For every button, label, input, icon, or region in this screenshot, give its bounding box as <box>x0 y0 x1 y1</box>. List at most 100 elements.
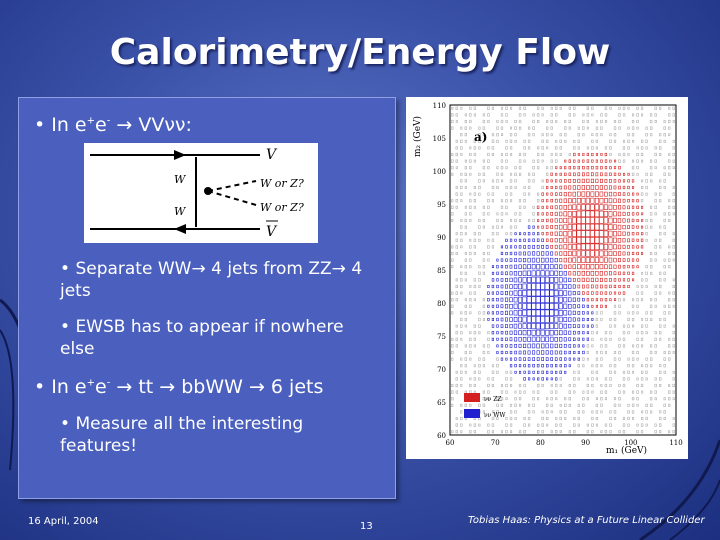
plot-bin <box>451 258 454 262</box>
plot-bin <box>672 120 675 123</box>
plot-bin <box>464 126 468 130</box>
plot-bin <box>631 232 635 236</box>
plot-bin <box>531 289 536 297</box>
plot-bin <box>564 179 567 183</box>
plot-bin <box>523 192 526 196</box>
plot-bin <box>464 258 468 262</box>
plot-bin <box>668 291 671 295</box>
plot-bin <box>636 298 639 302</box>
plot-bin <box>667 397 671 401</box>
plot-bin <box>509 284 513 289</box>
plot-bin <box>609 159 612 163</box>
plot-bin <box>478 370 481 374</box>
plot-bin <box>550 410 553 414</box>
plot-bin <box>546 397 549 401</box>
plot-bin <box>541 212 544 216</box>
plot-bin <box>590 185 595 190</box>
plot-bin <box>464 278 467 282</box>
plot-bin <box>600 291 603 295</box>
plot-bin <box>567 217 572 224</box>
plot-bin <box>609 278 612 282</box>
plot-bin <box>613 397 617 401</box>
plot-bin <box>482 357 486 361</box>
plot-bin <box>622 251 626 256</box>
plot-bin <box>641 252 644 255</box>
plot-bin <box>618 430 621 434</box>
plot-bin <box>509 232 513 236</box>
plot-bin <box>487 318 490 321</box>
plot-bin <box>650 252 653 256</box>
plot-bin <box>455 232 458 236</box>
plot-bin <box>518 323 522 329</box>
plot-bin <box>546 377 549 381</box>
plot-bin <box>645 225 648 229</box>
plot-bin <box>500 126 504 130</box>
plot-bin <box>469 205 472 209</box>
plot-bin <box>469 113 472 117</box>
plot-bin <box>627 212 630 216</box>
plot-bin <box>518 166 522 170</box>
plot-bin <box>532 172 535 176</box>
plot-bin <box>668 357 671 361</box>
plot-bin <box>582 133 585 137</box>
plot-bin <box>505 317 508 322</box>
plot-bin <box>604 284 608 289</box>
plot-bin <box>451 390 454 394</box>
plot-bin <box>627 278 630 282</box>
plot-bin <box>627 370 630 374</box>
plot-bin <box>618 285 621 289</box>
plot-bin <box>505 304 509 309</box>
plot-bin <box>531 296 536 303</box>
plot-bin <box>522 316 527 323</box>
plot-bin <box>627 416 630 421</box>
plot-bin <box>496 179 499 183</box>
plot-bin <box>464 351 468 355</box>
plot-bin <box>469 357 472 361</box>
plot-bin <box>555 364 558 368</box>
plot-bin <box>563 205 567 210</box>
plot-bin <box>636 205 639 209</box>
plot-bin <box>604 423 608 427</box>
plot-bin <box>618 350 621 355</box>
plot-bin <box>518 159 522 163</box>
plot-bin <box>464 324 467 328</box>
plot-bin <box>513 297 518 303</box>
plot-bin <box>577 351 580 354</box>
plot-bin <box>641 205 644 209</box>
plot-bin <box>613 304 617 308</box>
plot-bin <box>451 403 454 407</box>
plot-bin <box>586 113 590 117</box>
plot-bin <box>469 199 472 203</box>
plot-bin <box>559 153 562 157</box>
plot-bin <box>627 410 630 414</box>
plot-bin <box>558 283 563 290</box>
plot-bin <box>604 120 608 123</box>
plot-bin <box>641 212 644 216</box>
plot-bin <box>554 225 558 230</box>
plot-bin <box>464 186 467 189</box>
plot-bin <box>636 337 639 341</box>
plot-bin <box>631 403 635 407</box>
plot-bin <box>455 423 459 427</box>
plot-bin <box>595 178 599 183</box>
plot-bin <box>645 416 648 421</box>
plot-bin <box>509 317 513 322</box>
plot-bin <box>667 258 671 262</box>
plot-bin <box>581 197 586 204</box>
plot-bin <box>501 133 504 136</box>
plot-bin <box>473 232 477 236</box>
plot-bin <box>469 251 472 256</box>
plot-bin <box>500 271 504 275</box>
plot-bin <box>469 265 472 269</box>
plot-bin <box>645 357 648 361</box>
plot-bin <box>564 364 567 368</box>
plot-bin <box>451 159 454 163</box>
plot-bin <box>544 309 550 317</box>
plot-bin <box>541 133 544 137</box>
plot-bin <box>594 250 600 257</box>
plot-bin <box>546 205 549 209</box>
plot-bin <box>604 146 608 150</box>
plot-bin <box>545 251 549 256</box>
plot-bin <box>595 298 599 302</box>
plot-bin <box>519 126 522 130</box>
